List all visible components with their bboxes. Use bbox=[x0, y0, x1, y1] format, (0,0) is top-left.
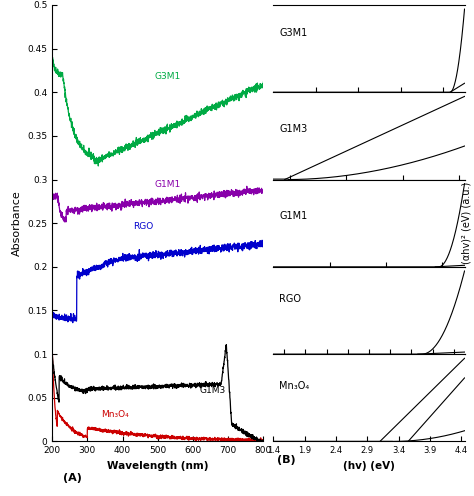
Text: Mn₃O₄: Mn₃O₄ bbox=[101, 410, 129, 419]
X-axis label: (hv) (eV): (hv) (eV) bbox=[343, 461, 395, 471]
X-axis label: Wavelength (nm): Wavelength (nm) bbox=[107, 461, 209, 471]
Text: RGO: RGO bbox=[279, 294, 301, 304]
Y-axis label: Absorbance: Absorbance bbox=[11, 190, 22, 256]
Text: Mn₃O₄: Mn₃O₄ bbox=[279, 381, 310, 391]
Text: RGO: RGO bbox=[133, 222, 154, 231]
Text: G1M1: G1M1 bbox=[279, 211, 308, 221]
Text: G1M3: G1M3 bbox=[200, 385, 226, 394]
Text: G1M3: G1M3 bbox=[279, 124, 308, 133]
Text: G1M1: G1M1 bbox=[154, 180, 181, 188]
Text: G3M1: G3M1 bbox=[154, 72, 181, 81]
Text: (αhv)² (eV) (a.u.): (αhv)² (eV) (a.u.) bbox=[462, 182, 472, 264]
Text: (B): (B) bbox=[277, 455, 296, 465]
Text: G3M1: G3M1 bbox=[279, 27, 308, 38]
Text: (A): (A) bbox=[63, 473, 82, 483]
